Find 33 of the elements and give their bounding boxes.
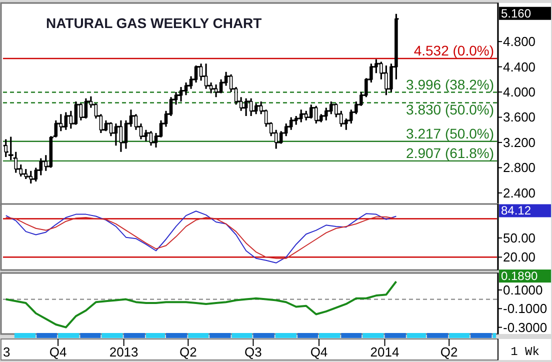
x-tick-label: Q4 bbox=[310, 344, 328, 360]
y-tick-label: 3.600 bbox=[503, 110, 536, 125]
y-tick-label: 4.800 bbox=[503, 34, 536, 50]
y-tick-label: 0.1000 bbox=[503, 282, 543, 298]
ref-line-label: 2.907 (61.8%) bbox=[406, 144, 494, 161]
y-tick-label: 20.00 bbox=[503, 250, 536, 265]
line-series bbox=[5, 210, 397, 264]
text: 1 Wk bbox=[510, 345, 540, 359]
text: NATURAL GAS WEEKLY CHART bbox=[46, 15, 262, 31]
y-tick-label: 3.200 bbox=[503, 134, 536, 150]
y-tick-label: -0.3000 bbox=[503, 320, 548, 335]
x-tick-label: Q3 bbox=[244, 344, 262, 360]
text: 0.1890 bbox=[501, 269, 538, 284]
x-tick-label: 2014 bbox=[370, 344, 400, 360]
text: 3 bbox=[3, 344, 10, 360]
x-tick-label: Q2 bbox=[440, 344, 458, 360]
ref-line-label: 3.830 (50.0%) bbox=[406, 102, 494, 118]
x-tick-label: 2013 bbox=[109, 344, 138, 360]
y-tick-label: 50.00 bbox=[503, 230, 536, 246]
text: 84.12 bbox=[501, 204, 532, 218]
text: 5.160 bbox=[501, 6, 532, 20]
y-tick-label: 2.800 bbox=[503, 160, 536, 176]
x-tick-label: Q2 bbox=[179, 344, 197, 360]
y-tick-label: 4.000 bbox=[503, 84, 536, 100]
ref-line-label: 3.217 (50.0%) bbox=[406, 125, 494, 142]
ref-line-label: 4.532 (0.0%) bbox=[414, 42, 494, 58]
line-series bbox=[5, 216, 397, 259]
line-series bbox=[4, 280, 398, 328]
y-tick-label: 2.400 bbox=[503, 185, 536, 200]
y-tick-label: 4.400 bbox=[503, 59, 536, 74]
y-tick-label: -0.1000 bbox=[503, 301, 548, 316]
x-tick-label: Q4 bbox=[49, 344, 67, 360]
ref-line-label: 3.996 (38.2%) bbox=[406, 76, 494, 92]
